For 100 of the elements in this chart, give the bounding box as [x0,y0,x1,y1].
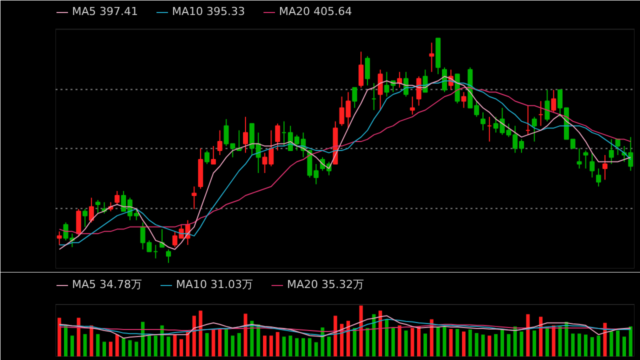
bar [552,325,556,356]
candlestick [544,89,550,122]
candlestick [82,208,88,228]
bar [180,339,184,356]
candlestick [480,112,486,131]
candlestick [429,42,434,72]
candlestick [275,123,280,152]
candlestick [416,76,422,106]
candlestick [217,130,222,156]
bar [96,334,100,356]
bar [610,332,614,356]
bar [308,338,312,356]
candlestick [56,230,62,246]
bar [262,336,267,356]
candlestick [590,152,595,178]
bar [250,320,254,356]
legend-label: MA10 31.03万 [176,277,254,292]
bar [603,322,607,356]
bar [282,336,286,356]
bar [224,328,228,356]
bar [256,324,260,356]
bar [173,334,177,356]
bar [564,322,568,356]
bar [494,334,498,356]
bar [58,318,62,356]
bar [346,320,350,356]
candlestick [76,208,82,236]
bar [90,325,94,356]
candlestick [88,197,94,223]
candlestick [95,199,100,214]
bar [488,336,492,356]
bar [295,338,299,356]
bar [436,326,440,356]
bar [359,306,363,356]
candlestick [114,190,120,205]
bar [276,332,280,356]
bar [506,334,510,356]
bar [147,336,151,356]
candlestick [461,92,466,108]
bar [520,332,524,356]
bar [160,325,164,356]
candlestick [583,150,588,170]
candlestick [378,69,383,111]
candlestick [166,248,171,264]
bar [366,328,370,356]
bar [314,342,318,356]
bar [423,334,428,356]
candlestick [210,146,216,165]
bar [410,328,414,356]
candlestick [410,96,415,116]
bar [513,326,517,356]
bar [212,328,216,356]
bar [288,336,292,356]
bar [571,334,575,356]
bar [391,328,395,356]
bar [378,310,382,356]
bar [237,333,241,356]
candlestick [352,87,358,108]
bar [456,328,460,356]
bar [462,332,466,356]
bar [372,314,376,356]
legend-label: MA10 395.33 [172,5,245,18]
bar [500,329,504,356]
bar [230,336,234,356]
bar [384,319,388,356]
bar [334,316,338,356]
candlestick [532,116,537,142]
bar [102,342,106,356]
bar [76,318,80,356]
candlestick [596,168,602,187]
bar [622,336,626,356]
bar [628,326,632,356]
bar [128,340,132,356]
bar [442,326,446,356]
bar [578,334,582,356]
bar [545,326,549,356]
bar [327,336,331,356]
bar [141,322,145,356]
candlestick [204,150,210,165]
bar [352,328,356,356]
candlestick [364,56,370,86]
bar [108,342,112,356]
candlestick [608,138,614,165]
bar [134,342,138,356]
candlestick [243,116,248,154]
bar [417,326,421,356]
bar [532,330,536,356]
bar [70,336,74,356]
bar [404,330,408,356]
legend-label: MA5 397.41 [72,5,138,18]
candlestick [576,148,582,170]
bar [616,330,620,356]
bar [430,319,434,356]
bar [474,333,478,356]
bar [186,332,190,356]
bar [192,316,196,356]
bar [449,328,453,356]
bar [244,314,248,356]
candlestick [551,89,556,113]
bar [539,316,543,356]
